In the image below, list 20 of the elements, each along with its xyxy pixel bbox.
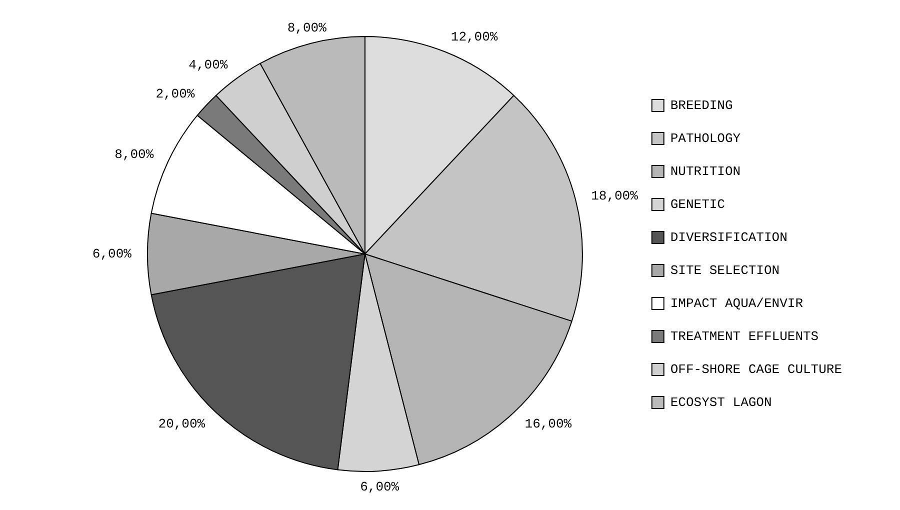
data-label: 12,00% — [450, 29, 498, 44]
legend-label: TREATMENT EFFLUENTS — [670, 328, 819, 344]
data-label: 4,00% — [188, 58, 228, 73]
legend-label: GENETIC — [670, 196, 726, 212]
legend-label: IMPACT AQUA/ENVIR — [670, 296, 804, 311]
legend-label: OFF-SHORE CAGE CULTURE — [670, 362, 842, 377]
legend-label: SITE SELECTION — [670, 262, 780, 278]
legend-label: ECOSYST LAGON — [670, 394, 772, 410]
legend-label: NUTRITION — [670, 164, 741, 179]
legend-label: DIVERSIFICATION — [670, 230, 788, 245]
data-label: 18,00% — [591, 188, 638, 204]
data-label: 20,00% — [158, 416, 206, 432]
legend-label: PATHOLOGY — [670, 130, 741, 146]
data-label: 6,00% — [92, 246, 132, 262]
data-label: 16,00% — [524, 416, 572, 432]
data-label: 6,00% — [360, 479, 400, 494]
legend-label: BREEDING — [670, 98, 733, 113]
data-label: 8,00% — [287, 20, 327, 36]
data-label: 2,00% — [156, 86, 195, 102]
data-label: 8,00% — [114, 147, 154, 162]
